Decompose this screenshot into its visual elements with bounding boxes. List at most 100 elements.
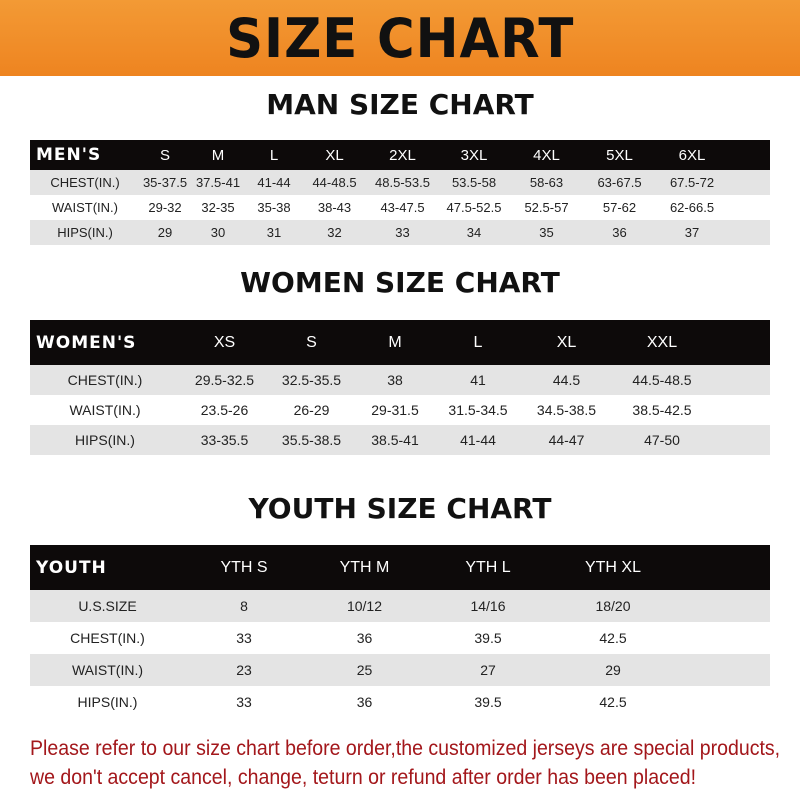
table-row: CHEST(IN.) 29.5-32.5 32.5-35.5 38 41 44.5 44.5…: [30, 365, 770, 395]
table-cell: 26-29: [293, 402, 330, 418]
notice-line-1: Please refer to our size chart before or…: [30, 737, 781, 760]
table-title-cell: MEN'S: [36, 145, 102, 165]
table-cell: 33-35.5: [200, 432, 249, 448]
table-cell: 30: [210, 225, 226, 240]
table-cell: 67.5-72: [669, 175, 715, 190]
size-header-cell: M: [211, 146, 225, 164]
table-cell: 31.5-34.5: [448, 402, 508, 418]
table-cell: 41-44: [460, 432, 496, 448]
size-header-cell: YTH S: [220, 558, 268, 576]
row-label: HIPS(IN.): [57, 225, 113, 240]
table-cell: 32: [327, 225, 342, 240]
women-size-table: WOMEN'S XS S M L XL XXL CHEST(IN.) 29.5-32.5 32.5…: [30, 320, 770, 455]
table-cell: 32-35: [201, 200, 235, 215]
table-row: CHEST(IN.) 35-37.5 37.5-41 41-44 44-48.5 48.5…: [30, 170, 770, 195]
table-cell: 43-47.5: [380, 200, 425, 215]
table-cell: 34: [466, 225, 482, 240]
table-cell: 38-43: [317, 200, 352, 215]
table-cell: 47-50: [644, 432, 680, 448]
banner: SIZE CHART: [0, 0, 800, 76]
table-cell: 25: [356, 662, 373, 678]
youth-section-title: YOUTH SIZE CHART: [248, 492, 552, 525]
table-cell: 33: [395, 225, 410, 240]
page-title: SIZE CHART: [225, 6, 575, 70]
table-cell: 29: [157, 225, 173, 240]
table-cell: 10/12: [346, 598, 383, 614]
table-cell: 39.5: [474, 630, 502, 646]
women-section-title: WOMEN SIZE CHART: [240, 266, 560, 299]
table-cell: 23.5-26: [200, 402, 249, 418]
table-cell: 36: [612, 225, 627, 240]
table-cell: 37.5-41: [195, 175, 241, 190]
row-label: CHEST(IN.): [70, 630, 145, 646]
table-header-row: WOMEN'S XS S M L XL XXL: [30, 320, 770, 365]
table-cell: 35-38: [257, 200, 291, 215]
size-header-cell: 2XL: [389, 146, 416, 164]
size-header-cell: YTH L: [465, 558, 511, 576]
row-label: CHEST(IN.): [67, 372, 143, 388]
table-cell: 35: [539, 225, 554, 240]
table-cell: 35.5-38.5: [281, 432, 342, 448]
table-cell: 36: [356, 694, 373, 710]
table-cell: 44-47: [548, 432, 585, 448]
table-cell: 38: [387, 372, 403, 388]
size-header-cell: 6XL: [678, 146, 706, 164]
table-cell: 48.5-53.5: [375, 175, 430, 190]
size-header-cell: M: [388, 333, 402, 351]
table-cell: 35-37.5: [142, 175, 188, 190]
table-header-row: MEN'S S M L XL 2XL 3XL 4XL 5XL 6XL: [30, 140, 770, 170]
table-cell: 36: [356, 630, 373, 646]
table-cell: 8: [240, 598, 248, 614]
row-label: CHEST(IN.): [50, 175, 120, 190]
table-cell: 44.5-48.5: [632, 372, 692, 388]
table-row: HIPS(IN.) 29 30 31 32 33 34 35 36 37: [30, 220, 770, 245]
table-cell: 33: [236, 694, 252, 710]
table-cell: 53.5-58: [451, 175, 497, 190]
size-header-cell: 4XL: [533, 146, 560, 164]
size-header-cell: S: [159, 146, 170, 164]
table-cell: 38.5-41: [371, 432, 419, 448]
size-header-cell: L: [473, 333, 483, 351]
size-header-cell: 3XL: [460, 146, 488, 164]
size-header-cell: XL: [325, 146, 344, 164]
men-section-title: MAN SIZE CHART: [266, 88, 534, 121]
table-header-row: YOUTH YTH S YTH M YTH L YTH XL: [30, 545, 770, 590]
table-row: WAIST(IN.) 29-32 32-35 35-38 38-43 43-47.5 47.…: [30, 195, 770, 220]
table-cell: 41: [470, 372, 486, 388]
youth-size-table: YOUTH YTH S YTH M YTH L YTH XL U.S.SIZE 8 10/12…: [30, 545, 770, 718]
notice-text: Please refer to our size chart before or…: [30, 734, 781, 792]
row-label: WAIST(IN.): [52, 200, 118, 215]
table-cell: 37: [684, 225, 700, 240]
table-cell: 62-66.5: [669, 200, 715, 215]
table-cell: 31: [266, 225, 282, 240]
table-cell: 33: [236, 630, 252, 646]
table-row: U.S.SIZE 8 10/12 14/16 18/20: [30, 590, 770, 622]
table-cell: 29: [605, 662, 621, 678]
table-cell: 29-32: [148, 200, 182, 215]
table-cell: 23: [236, 662, 252, 678]
size-header-cell: 5XL: [606, 146, 633, 164]
table-row: WAIST(IN.) 23.5-26 26-29 29-31.5 31.5-34.5 34…: [30, 395, 770, 425]
row-label: WAIST(IN.): [69, 402, 141, 418]
table-cell: 29-31.5: [371, 402, 419, 418]
row-label: U.S.SIZE: [78, 598, 137, 614]
table-cell: 14/16: [470, 598, 506, 614]
table-cell: 58-63: [529, 175, 564, 190]
size-header-cell: S: [306, 333, 317, 351]
size-header-cell: XL: [556, 333, 577, 351]
table-cell: 39.5: [474, 694, 502, 710]
table-title-cell: WOMEN'S: [36, 332, 137, 353]
table-row: CHEST(IN.) 33 36 39.5 42.5: [30, 622, 770, 654]
table-cell: 34.5-38.5: [536, 402, 597, 418]
table-cell: 41-44: [257, 175, 291, 190]
size-header-cell: YTH XL: [584, 558, 641, 576]
table-cell: 18/20: [595, 598, 631, 614]
table-row: WAIST(IN.) 23 25 27 29: [30, 654, 770, 686]
size-header-cell: YTH M: [339, 558, 390, 576]
table-row: HIPS(IN.) 33 36 39.5 42.5: [30, 686, 770, 718]
notice-line-2: we don't accept cancel, change, teturn o…: [30, 766, 697, 789]
table-cell: 47.5-52.5: [446, 200, 502, 215]
table-cell: 42.5: [599, 694, 627, 710]
table-cell: 63-67.5: [597, 175, 642, 190]
table-cell: 44-48.5: [312, 175, 357, 190]
